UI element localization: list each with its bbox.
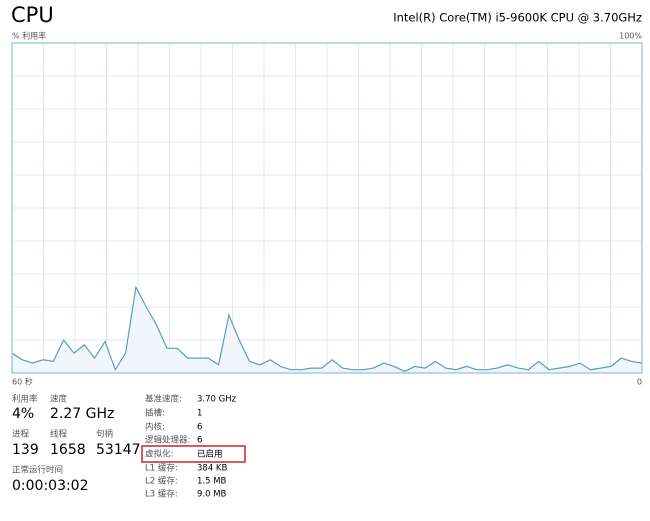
detail-value: 6	[197, 423, 202, 433]
plot-border	[11, 42, 643, 374]
details: 基准速度: 3.70 GHz 插槽: 1 内核: 6 逻辑处理器: 6 虚拟化: 已启用 L1 缓存…	[145, 394, 237, 500]
processor-name: Intel(R) Core(TM) i5-9600K CPU @ 3.70GHz	[393, 11, 642, 25]
detail-label: 虚拟化:	[145, 449, 173, 460]
stat-label: 利用率	[12, 394, 38, 405]
stat-value: 53147	[96, 442, 141, 458]
stat-label: 速度	[50, 394, 68, 405]
detail-label: L1 缓存:	[145, 463, 178, 474]
detail-label: L2 缓存:	[145, 476, 178, 487]
detail-value: 384 KB	[197, 464, 227, 474]
detail-value: 1.5 MB	[197, 477, 227, 487]
x-left-label: 60 秒	[12, 377, 33, 387]
stat-label: 正常运行时间	[12, 465, 63, 476]
detail-label: L3 缓存:	[145, 489, 178, 500]
detail-label: 基准速度:	[145, 394, 182, 405]
stat-label: 句柄	[96, 429, 114, 440]
detail-value: 6	[197, 436, 202, 446]
detail-value: 3.70 GHz	[197, 395, 237, 405]
stat-value: 4%	[12, 406, 34, 422]
highlight-box	[141, 445, 246, 463]
y-max-label: 100%	[619, 32, 642, 41]
stat-label: 线程	[50, 429, 68, 440]
y-label: % 利用率	[12, 31, 46, 41]
stat-value: 2.27 GHz	[50, 406, 114, 422]
detail-value: 已启用	[197, 449, 223, 460]
usage-line	[11, 285, 643, 373]
title: CPU	[11, 3, 54, 27]
plot	[11, 42, 643, 374]
detail-label: 插槽:	[145, 408, 165, 419]
stat-value: 139	[12, 442, 39, 458]
detail-label: 内核:	[145, 422, 165, 433]
stat-label: 进程	[12, 430, 30, 440]
x-right-label: 0	[637, 378, 642, 387]
stat-value: 1658	[50, 442, 86, 458]
detail-value: 1	[197, 409, 202, 419]
detail-value: 9.0 MB	[197, 490, 227, 500]
detail-label: 逻辑处理器:	[145, 435, 190, 446]
stat-value: 0:00:03:02	[12, 478, 89, 494]
area-fill	[12, 287, 642, 373]
